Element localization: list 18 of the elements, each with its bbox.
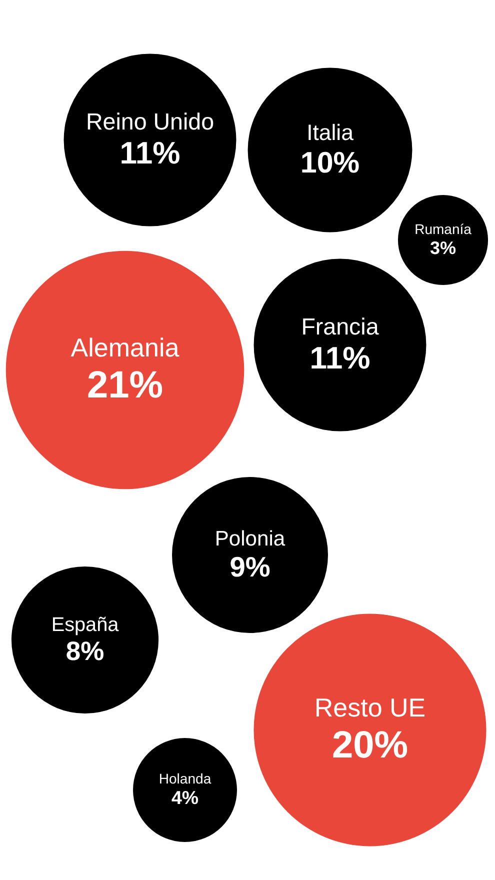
data-label: 8% [66, 636, 104, 666]
category-label: Francia [301, 313, 379, 340]
category-label: España [51, 614, 120, 636]
category-label: Resto UE [314, 692, 426, 722]
data-label: 4% [171, 787, 199, 808]
category-label: Holanda [158, 770, 212, 787]
category-label: Polonia [214, 527, 286, 550]
data-label: 11% [120, 135, 180, 170]
data-label: 20% [332, 724, 408, 766]
category-label: Reino Unido [86, 108, 214, 134]
data-label: 3% [430, 238, 456, 258]
data-label: 9% [230, 551, 270, 582]
data-label: 11% [310, 340, 370, 376]
data-label: 21% [86, 364, 164, 406]
category-label: Italia [306, 120, 354, 145]
category-label: Rumanía [414, 220, 472, 237]
category-label: Alemania [70, 332, 180, 362]
data-label: 10% [300, 146, 360, 180]
